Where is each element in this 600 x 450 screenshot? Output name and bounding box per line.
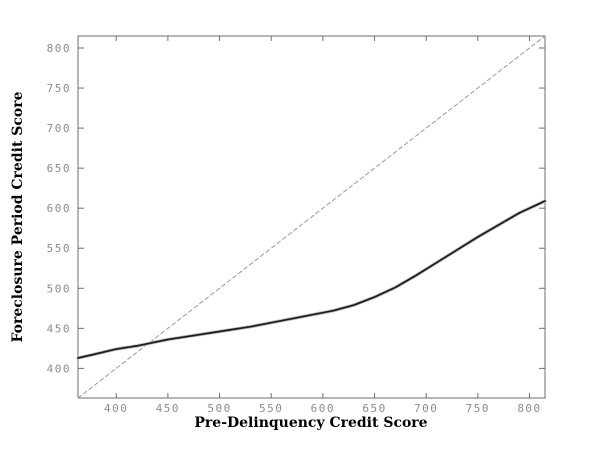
axes-box	[77, 35, 546, 399]
x-tick-label: 400	[104, 402, 128, 415]
y-tick-label: 500	[47, 282, 71, 295]
x-tick-label: 550	[259, 402, 283, 415]
y-tick-label: 700	[47, 122, 71, 135]
foreclosure-vs-predelinquency-score-curve	[77, 200, 546, 359]
x-tick-label: 450	[156, 402, 180, 415]
plot-area: 400 450 500 550 600 650 700 750 800 400 450 500 550 6…	[47, 35, 547, 415]
x-tick-label: 500	[207, 402, 231, 415]
45-degree-reference-line	[77, 35, 546, 399]
x-tick-label: 600	[311, 402, 335, 415]
y-axis-label: Foreclosure Period Credit Score	[10, 91, 26, 342]
foreclosure-vs-predelinquency-score-curve-band	[76, 199, 547, 360]
y-tick-label: 450	[47, 322, 71, 335]
x-tick-label: 800	[517, 402, 541, 415]
y-tick-label: 650	[47, 162, 71, 175]
x-axis-label: Pre-Delinquency Credit Score	[194, 415, 427, 431]
y-tick-label: 550	[47, 242, 71, 255]
y-tick-label: 400	[47, 362, 71, 375]
y-tick-label: 600	[47, 202, 71, 215]
x-tick-label: 650	[362, 402, 386, 415]
y-tick-label: 800	[47, 42, 71, 55]
y-tick-label: 750	[47, 82, 71, 95]
x-tick-label: 750	[466, 402, 490, 415]
x-tick-label: 700	[414, 402, 438, 415]
